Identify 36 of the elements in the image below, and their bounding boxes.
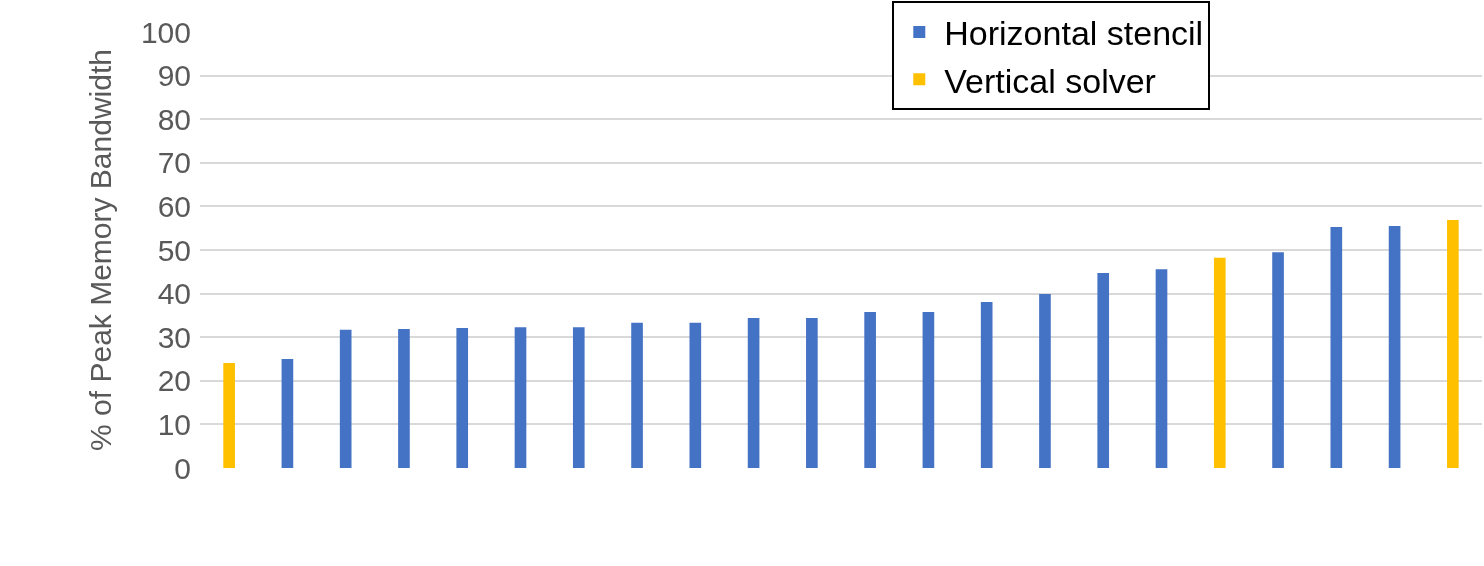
legend-label: Horizontal stencil (944, 14, 1204, 53)
bar (1388, 226, 1401, 468)
bar (398, 328, 410, 468)
y-tick-label: 10 (157, 407, 191, 441)
y-tick-label: 80 (157, 102, 191, 136)
y-axis-title: % of Peak Memory Bandwidth (83, 49, 117, 451)
bar (1097, 273, 1110, 468)
y-tick-label: 70 (157, 146, 191, 180)
bar (1447, 219, 1459, 468)
bar (747, 318, 760, 468)
y-tick-label: 90 (157, 59, 191, 93)
bar (922, 311, 935, 468)
legend-label: Vertical solver (944, 61, 1156, 100)
y-tick-label: 0 (174, 451, 191, 485)
bar (1155, 269, 1168, 468)
bar (1330, 226, 1343, 468)
bar (980, 301, 993, 468)
y-tick-label: 40 (157, 277, 191, 311)
bar (514, 327, 527, 468)
bar (572, 327, 585, 468)
y-tick-label: 60 (157, 189, 191, 223)
bar (1039, 294, 1051, 468)
bar (1272, 252, 1284, 468)
bar (223, 362, 235, 468)
y-tick-label: 20 (157, 364, 191, 398)
bar (1213, 257, 1226, 468)
bar (456, 328, 469, 468)
y-tick-label: 50 (157, 233, 191, 267)
y-tick-label: 30 (157, 320, 191, 354)
bar (864, 311, 876, 468)
bar (281, 359, 294, 468)
bar (806, 318, 818, 468)
y-tick-label: 100 (140, 15, 191, 49)
bar (689, 322, 702, 468)
bar (631, 322, 643, 468)
bar (339, 329, 352, 468)
